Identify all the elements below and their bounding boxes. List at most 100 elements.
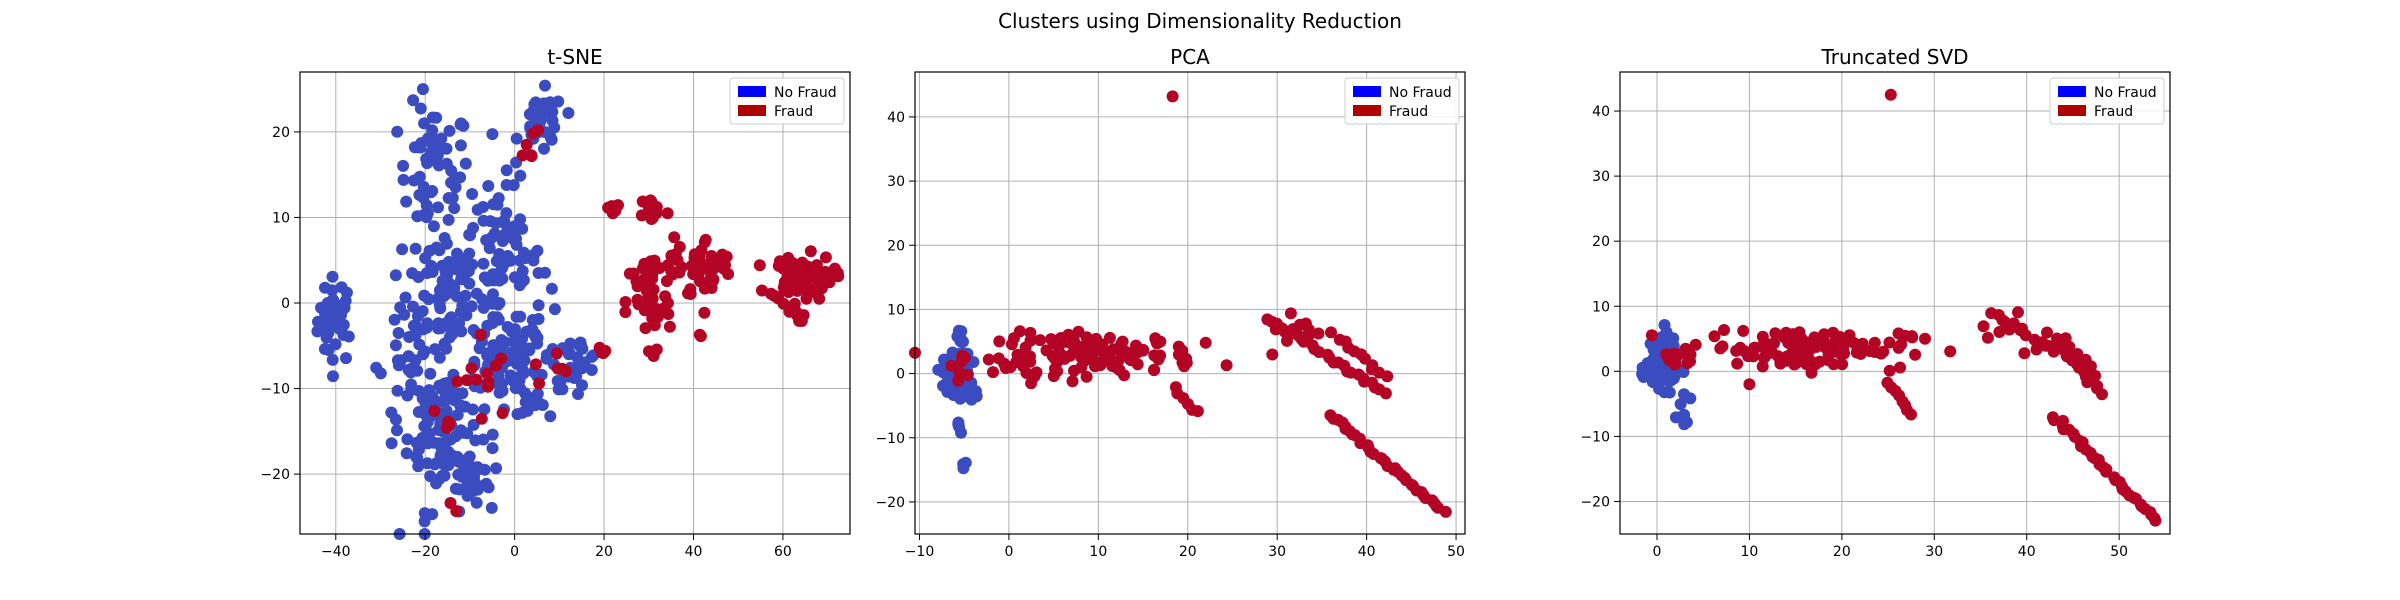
no-fraud-point	[463, 450, 476, 463]
fraud-point	[661, 297, 674, 310]
fraud-point	[1439, 505, 1452, 518]
fraud-point	[1737, 324, 1750, 337]
no-fraud-point	[505, 373, 518, 386]
fraud-point	[1684, 355, 1696, 368]
no-fraud-point	[321, 297, 334, 309]
fraud-point	[1051, 365, 1064, 378]
fraud-point	[1869, 346, 1881, 358]
no-fraud-point	[442, 213, 455, 226]
no-fraud-point	[411, 310, 424, 323]
fraud-point	[2096, 388, 2108, 401]
fraud-point	[619, 296, 632, 308]
y-tick-label: 20	[887, 238, 905, 254]
no-fraud-point	[500, 179, 513, 191]
no-fraud-point	[412, 443, 425, 456]
legend-swatch-fraud	[1353, 105, 1381, 116]
fraud-point	[1981, 331, 1994, 344]
no-fraud-point	[447, 388, 460, 401]
fraud-point	[1883, 336, 1896, 349]
fraud-point	[795, 315, 808, 327]
no-fraud-point	[340, 352, 352, 365]
fraud-point	[1743, 378, 1756, 391]
fraud-point	[619, 306, 632, 319]
fraud-point	[2081, 376, 2094, 389]
x-tick-label: 30	[1268, 544, 1286, 560]
fraud-point	[529, 358, 542, 371]
no-fraud-point	[333, 299, 346, 312]
fraud-point	[550, 347, 563, 360]
no-fraud-point	[486, 442, 499, 455]
no-fraud-point	[471, 203, 484, 216]
fraud-point	[831, 267, 844, 279]
fraud-point	[961, 369, 974, 381]
no-fraud-point	[1660, 326, 1673, 338]
fraud-point	[797, 272, 810, 285]
no-fraud-point	[329, 338, 342, 351]
fraud-point	[2063, 340, 2076, 353]
no-fraud-point	[546, 114, 559, 127]
no-fraud-point	[370, 361, 383, 374]
x-tick-label: 10	[1740, 544, 1758, 560]
fraud-point	[1058, 351, 1071, 364]
legend-label: Fraud	[1389, 104, 1428, 120]
no-fraud-point	[570, 370, 583, 383]
fraud-point	[1747, 350, 1760, 363]
fraud-point	[1087, 338, 1099, 351]
scatter-points	[311, 79, 845, 540]
fraud-point	[699, 233, 712, 246]
fraud-point	[636, 262, 649, 275]
no-fraud-point	[459, 157, 472, 170]
fraud-point	[1780, 352, 1793, 365]
fraud-point	[815, 282, 828, 295]
no-fraud-point	[510, 310, 523, 323]
fraud-point	[1080, 370, 1093, 383]
no-fraud-point	[388, 313, 401, 326]
no-fraud-point	[397, 159, 410, 172]
no-fraud-point	[440, 342, 453, 355]
fraud-point	[474, 328, 487, 341]
x-tick-label: 40	[2018, 544, 2036, 560]
no-fraud-point	[516, 406, 529, 419]
no-fraud-point	[463, 277, 476, 290]
fraud-point	[688, 251, 701, 264]
no-fraud-point	[405, 378, 418, 391]
no-fraud-point	[433, 244, 446, 257]
fraud-point	[693, 263, 706, 276]
fraud-point	[1116, 335, 1129, 348]
no-fraud-point	[427, 220, 440, 233]
no-fraud-point	[342, 330, 355, 343]
fraud-point	[1892, 341, 1905, 354]
no-fraud-point	[463, 247, 476, 260]
subplot-title: PCA	[1170, 45, 1210, 69]
fraud-point	[1172, 340, 1185, 353]
y-tick-label: −10	[875, 431, 905, 447]
no-fraud-point	[417, 348, 430, 361]
no-fraud-point	[574, 336, 587, 349]
no-fraud-point	[534, 113, 547, 126]
legend-swatch-no-fraud	[2058, 86, 2086, 97]
y-tick-label: 30	[1592, 169, 1610, 185]
fraud-point	[1180, 352, 1193, 365]
no-fraud-point	[466, 188, 479, 200]
fraud-point	[2149, 514, 2162, 527]
no-fraud-point	[401, 433, 414, 446]
no-fraud-point	[385, 437, 398, 450]
x-tick-label: 40	[685, 544, 703, 560]
fraud-point	[1817, 334, 1830, 347]
no-fraud-point	[572, 388, 584, 400]
no-fraud-point	[544, 410, 557, 423]
fraud-point	[1005, 338, 1018, 351]
no-fraud-point	[500, 164, 513, 177]
fraud-point	[641, 282, 654, 295]
no-fraud-point	[519, 396, 532, 409]
fraud-point	[1850, 346, 1863, 359]
no-fraud-point	[420, 152, 433, 165]
no-fraud-point	[462, 265, 475, 278]
no-fraud-point	[407, 300, 419, 313]
no-fraud-point	[418, 515, 431, 528]
no-fraud-point	[411, 210, 424, 223]
no-fraud-point	[481, 349, 494, 362]
fraud-point	[1284, 307, 1297, 320]
no-fraud-point	[465, 300, 478, 313]
scatter-points	[1636, 88, 2162, 527]
